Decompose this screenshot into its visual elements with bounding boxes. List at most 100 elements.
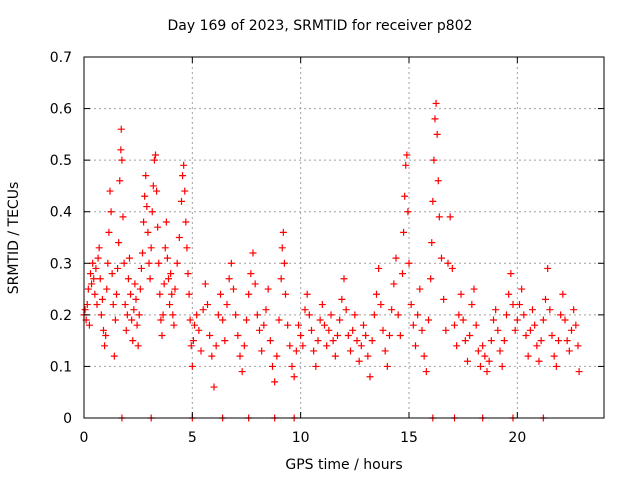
data-point bbox=[118, 156, 126, 164]
data-point bbox=[199, 306, 207, 314]
data-point bbox=[160, 280, 168, 288]
data-point bbox=[466, 331, 474, 339]
data-point bbox=[92, 264, 100, 272]
data-point bbox=[97, 311, 105, 319]
data-point bbox=[182, 218, 190, 226]
data-point bbox=[120, 259, 128, 267]
data-point bbox=[152, 151, 159, 159]
data-point bbox=[217, 290, 224, 298]
data-point bbox=[81, 306, 89, 314]
data-point bbox=[425, 316, 432, 324]
data-point bbox=[323, 342, 331, 350]
data-point bbox=[225, 275, 233, 283]
data-point bbox=[492, 306, 500, 314]
data-point bbox=[379, 326, 387, 334]
data-point bbox=[284, 321, 292, 329]
data-point bbox=[126, 254, 133, 262]
data-point bbox=[563, 337, 571, 345]
data-point bbox=[184, 270, 192, 278]
data-point bbox=[574, 342, 582, 350]
data-point bbox=[290, 373, 298, 381]
data-point bbox=[127, 290, 135, 298]
data-point bbox=[416, 285, 424, 293]
data-point bbox=[91, 290, 99, 298]
data-point bbox=[364, 352, 372, 360]
data-point bbox=[539, 316, 547, 324]
data-point bbox=[477, 362, 484, 370]
data-point bbox=[561, 316, 569, 324]
data-point bbox=[342, 306, 350, 314]
data-point bbox=[115, 239, 123, 247]
data-point bbox=[481, 352, 489, 360]
data-point bbox=[431, 115, 439, 123]
data-point bbox=[461, 337, 469, 345]
data-point bbox=[505, 290, 513, 298]
data-point bbox=[526, 326, 534, 334]
data-point bbox=[187, 342, 195, 350]
data-point bbox=[85, 321, 93, 329]
data-point bbox=[399, 270, 406, 278]
data-point bbox=[305, 311, 313, 319]
data-point bbox=[159, 311, 167, 319]
data-point bbox=[104, 259, 112, 267]
data-point bbox=[188, 362, 196, 370]
data-point bbox=[96, 275, 104, 283]
data-point bbox=[479, 342, 487, 350]
data-point bbox=[129, 337, 137, 345]
data-point bbox=[464, 357, 471, 365]
x-tick-label: 0 bbox=[80, 430, 89, 446]
data-point bbox=[531, 321, 539, 329]
grid bbox=[84, 57, 604, 418]
data-point bbox=[148, 208, 156, 216]
data-point bbox=[189, 337, 197, 345]
data-point bbox=[373, 290, 380, 298]
data-point bbox=[144, 228, 152, 236]
data-point bbox=[277, 275, 285, 283]
data-point bbox=[511, 326, 519, 334]
data-point bbox=[409, 321, 417, 329]
data-point bbox=[134, 342, 142, 350]
data-point bbox=[572, 321, 580, 329]
x-tick-label: 15 bbox=[400, 430, 418, 446]
x-axis-label: GPS time / hours bbox=[285, 457, 403, 473]
data-point bbox=[149, 182, 157, 190]
data-point bbox=[336, 316, 344, 324]
data-point bbox=[201, 280, 209, 288]
data-point bbox=[520, 311, 528, 319]
data-point bbox=[542, 295, 549, 303]
data-point bbox=[360, 321, 367, 329]
data-point bbox=[390, 280, 398, 288]
data-point bbox=[251, 280, 259, 288]
data-point bbox=[288, 362, 296, 370]
data-point bbox=[155, 259, 163, 267]
data-point bbox=[93, 301, 101, 309]
data-point bbox=[303, 290, 311, 298]
data-point bbox=[121, 301, 129, 309]
data-point bbox=[169, 311, 177, 319]
data-point bbox=[111, 316, 119, 324]
data-point bbox=[214, 311, 222, 319]
data-point bbox=[546, 306, 554, 314]
data-point bbox=[107, 208, 115, 216]
data-point bbox=[98, 295, 106, 303]
data-point bbox=[264, 285, 272, 293]
data-point bbox=[440, 295, 448, 303]
data-point bbox=[108, 270, 116, 278]
data-point bbox=[468, 301, 476, 309]
data-point bbox=[438, 254, 445, 262]
y-tick-label: 0.4 bbox=[50, 205, 72, 221]
data-point bbox=[490, 316, 497, 324]
data-point bbox=[154, 223, 162, 231]
data-point bbox=[258, 347, 266, 355]
y-tick-label: 0.6 bbox=[50, 102, 72, 118]
data-point bbox=[428, 239, 436, 247]
data-point bbox=[280, 259, 288, 267]
data-point bbox=[197, 347, 205, 355]
y-tick-label: 0.7 bbox=[50, 50, 72, 66]
data-point bbox=[234, 331, 242, 339]
data-point bbox=[422, 368, 430, 376]
data-point bbox=[295, 321, 302, 329]
data-point bbox=[223, 301, 231, 309]
data-point bbox=[392, 254, 400, 262]
data-point bbox=[402, 161, 410, 169]
